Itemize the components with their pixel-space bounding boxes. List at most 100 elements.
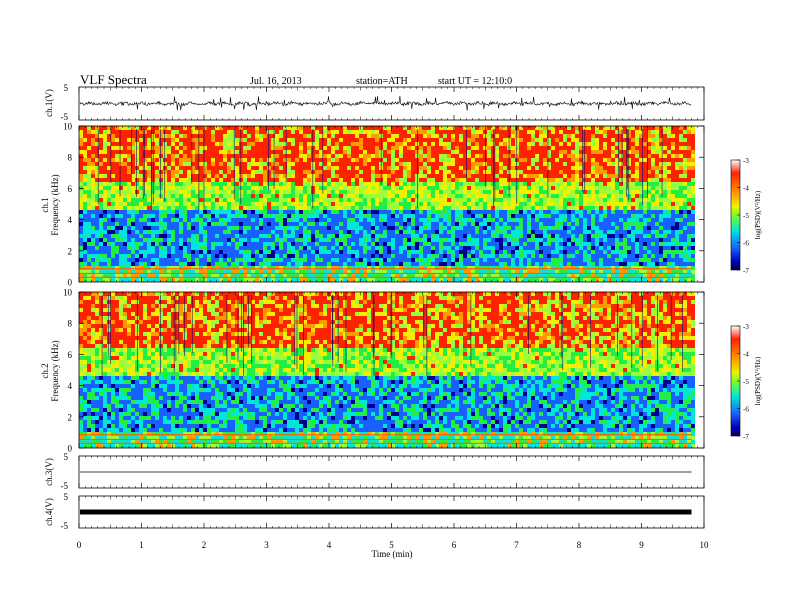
ch1-spec-spectrum-column [691, 126, 695, 282]
ch1-spec-spectrum-column [547, 126, 551, 282]
ch2-spec-spectrum-column [263, 292, 267, 448]
ch2-spec-spectrum-column [571, 292, 575, 448]
ch1-spec-spectrum-column [395, 126, 399, 282]
ch1-spec-spectrum-column [155, 126, 159, 282]
ch1-spec-spectrum-column [491, 126, 495, 282]
ch2-spec-spectrum-column [187, 292, 191, 448]
ch2-spec-spectrum-column [527, 292, 531, 448]
ch2-spec-spectrum-column [351, 292, 355, 448]
ch1-spec-spectrum-column [555, 126, 559, 282]
ch2-spec-spectrum-column [531, 292, 535, 448]
time-tick-label-4: 4 [327, 540, 332, 550]
ch3-ylabel: ch.3(V) [44, 458, 54, 486]
ch1-colorbar-tick-label--6: -6 [743, 240, 749, 248]
ch2-spec-ylabel-channel: ch.2 [40, 363, 50, 378]
ch2-spec-spectrum-column [239, 292, 243, 448]
ch1-colorbar-tick-label--3: -3 [743, 157, 749, 165]
ch1-spec-spectrum-column [495, 126, 499, 282]
ch2-spec-spectrum-column [395, 292, 399, 448]
ch2-spec-spectrum-column [679, 292, 683, 448]
ch2-spec-spectrum-column [587, 292, 591, 448]
ch2-spec-spectrum-column [615, 292, 619, 448]
ch1-spec-spectrum-column [623, 126, 627, 282]
ch1-spec-spectrum-column [519, 126, 523, 282]
ch1-spec-spectrum-column [327, 126, 331, 282]
ch1-spec-spectrum-column [391, 126, 395, 282]
ch1-waveform-panel [78, 86, 705, 121]
ch1-spec-spectrum-column [527, 126, 531, 282]
ch2-spec-spectrum-column [275, 292, 279, 448]
ch2-spec-spectrum-column [195, 292, 199, 448]
ch2-spec-spectrum-column [279, 292, 283, 448]
ch2-spec-spectrum-column [319, 292, 323, 448]
ch1-spec-spectrum-column [175, 126, 179, 282]
ch2-spec-spectrum-column [523, 292, 527, 448]
ch2-spec-spectrum-column [663, 292, 667, 448]
ch2-spec-spectrum-column [619, 292, 623, 448]
ch2-spec-spectrum-column [651, 292, 655, 448]
ch2-colorbar-tick-label--7: -7 [743, 433, 749, 441]
ch1-spec-spectrum-column [335, 126, 339, 282]
ch2-spec-spectrum-column [447, 292, 451, 448]
ch1-spec-spectrum-column [611, 126, 615, 282]
ch2-spec-spectrum-column [467, 292, 471, 448]
ch2-colorbar-tick-label--3: -3 [743, 323, 749, 331]
ch1-colorbar-tick-label--5: -5 [743, 212, 749, 220]
ch2-spec-ytick-label-10: 10 [63, 288, 73, 298]
ch2-spec-spectrum-column [567, 292, 571, 448]
ch2-spec-spectrum-column [175, 292, 179, 448]
ch1-spec-spectrum-column [411, 126, 415, 282]
ch1-spec-spectrum-column [479, 126, 483, 282]
ch1-spec-spectrum-column [131, 126, 135, 282]
ch1-spec-spectrum-column [355, 126, 359, 282]
ch2-colorbar-tick-label--5: -5 [743, 378, 749, 386]
ch1-spec-ytick-label-10: 10 [63, 122, 73, 132]
ch2-spec-spectrum-column [603, 292, 607, 448]
ch4-waveform-panel [78, 495, 705, 529]
ch2-spec-spectrum-column [283, 292, 287, 448]
ch1-colorbar-tick-label--7: -7 [743, 267, 749, 275]
ch1-spec-spectrum-column [571, 126, 575, 282]
ch2-colorbar-tick-label--6: -6 [743, 406, 749, 414]
ch2-spec-spectrum-column [243, 292, 247, 448]
ch1-spec-spectrum-column [231, 126, 235, 282]
station-label: station=ATH [356, 76, 408, 87]
ch2-spec-spectrum-column [235, 292, 239, 448]
ch1-spec-spectrum-column [639, 126, 643, 282]
ch2-spec-spectrum-column [515, 292, 519, 448]
ch1-spec-spectrum-column [255, 126, 259, 282]
ch2-spec-spectrum-column [343, 292, 347, 448]
ch2-spec-spectrum-column [147, 292, 151, 448]
ch1-spec-spectrum-column [107, 126, 111, 282]
ch1-spec-spectrum-column [403, 126, 407, 282]
ch1-spec-spectrum-column [283, 126, 287, 282]
ch2-spec-spectrum-column [535, 292, 539, 448]
ch2-spec-spectrum-column [203, 292, 207, 448]
ch2-spec-spectrum-column [435, 292, 439, 448]
ch1-spec-spectrum-column [683, 126, 687, 282]
ch1-spec-spectrum-column [271, 126, 275, 282]
ch2-spec-spectrum-column [691, 292, 695, 448]
ch1-spec-spectrum-column [179, 126, 183, 282]
ch2-spec-spectrum-column [167, 292, 171, 448]
ch1-spec-spectrum-column [675, 126, 679, 282]
ch2-spec-spectrum-column [623, 292, 627, 448]
ch1-spec-spectrum-column [647, 126, 651, 282]
ch1-spec-spectrum-column [563, 126, 567, 282]
ch2-spec-spectrum-column [363, 292, 367, 448]
ch1-spec-spectrum-column [291, 126, 295, 282]
ch2-spec-spectrum-column [231, 292, 235, 448]
ch2-spec-spectrum-column [687, 292, 691, 448]
ch2-spec-spectrum-column [451, 292, 455, 448]
ch1-spec-spectrum-column [147, 126, 151, 282]
time-tick-label-8: 8 [577, 540, 582, 550]
ch2-spec-spectrum-column [259, 292, 263, 448]
ch2-spec-spectrum-column [423, 292, 427, 448]
ch2-spec-spectrum-column [643, 292, 647, 448]
ch1-spec-spectrum-column [171, 126, 175, 282]
ch1-spec-spectrum-column [363, 126, 367, 282]
ch1-spec-spectrum-column [211, 126, 215, 282]
ch2-spec-spectrum-column [495, 292, 499, 448]
ch1-spec-spectrum-column [503, 126, 507, 282]
ch1-ytick-top: 5 [64, 83, 69, 93]
